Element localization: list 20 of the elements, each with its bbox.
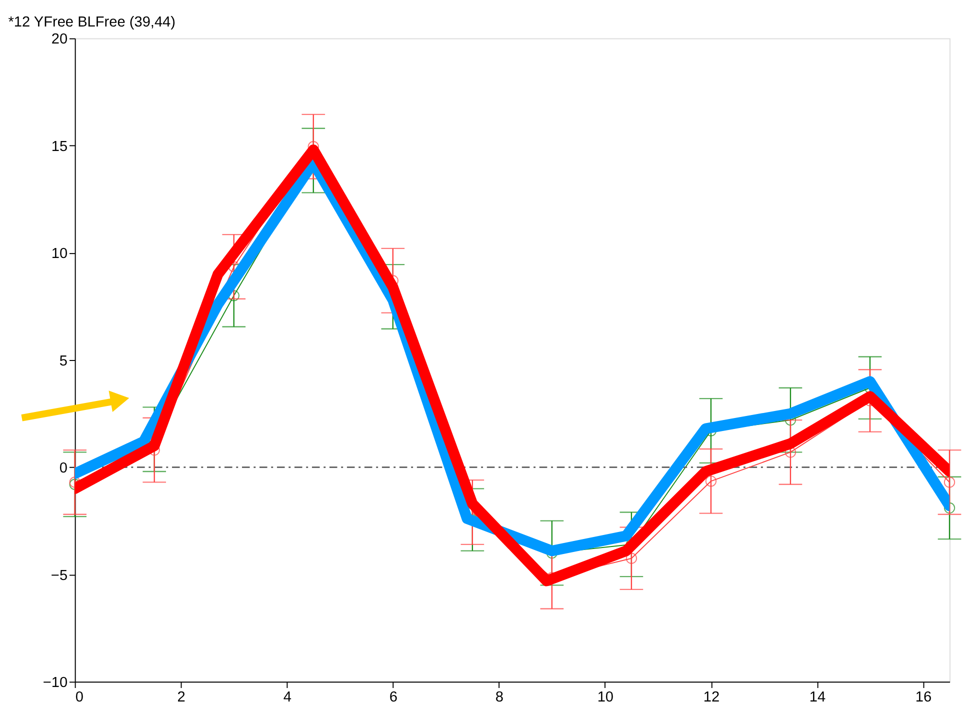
point [705,476,717,487]
y-tick-label: 20 [51,32,68,48]
x-tick-label: 8 [495,690,504,706]
y-tick-label: −10 [42,675,68,692]
y-tick-label: −5 [50,568,68,584]
x-tick-label: 12 [703,690,720,706]
x-tick-label: 16 [915,690,932,706]
y-tick-label: 10 [51,246,68,262]
x-tick-label: 6 [389,690,398,706]
x-tick-label: 10 [597,690,614,706]
x-tick-label: 4 [283,690,292,706]
point [944,476,956,488]
x-tick-label: 2 [177,690,186,706]
point [626,552,638,564]
y-tick-label: 5 [59,353,68,370]
x-tick-label: 0 [75,690,84,706]
chart-title: *12 YFree BLFree (39,44) [8,14,176,31]
y-tick-label: 15 [51,138,68,155]
y-tick-label: 0 [59,460,68,477]
x-tick-label: 14 [809,690,826,706]
